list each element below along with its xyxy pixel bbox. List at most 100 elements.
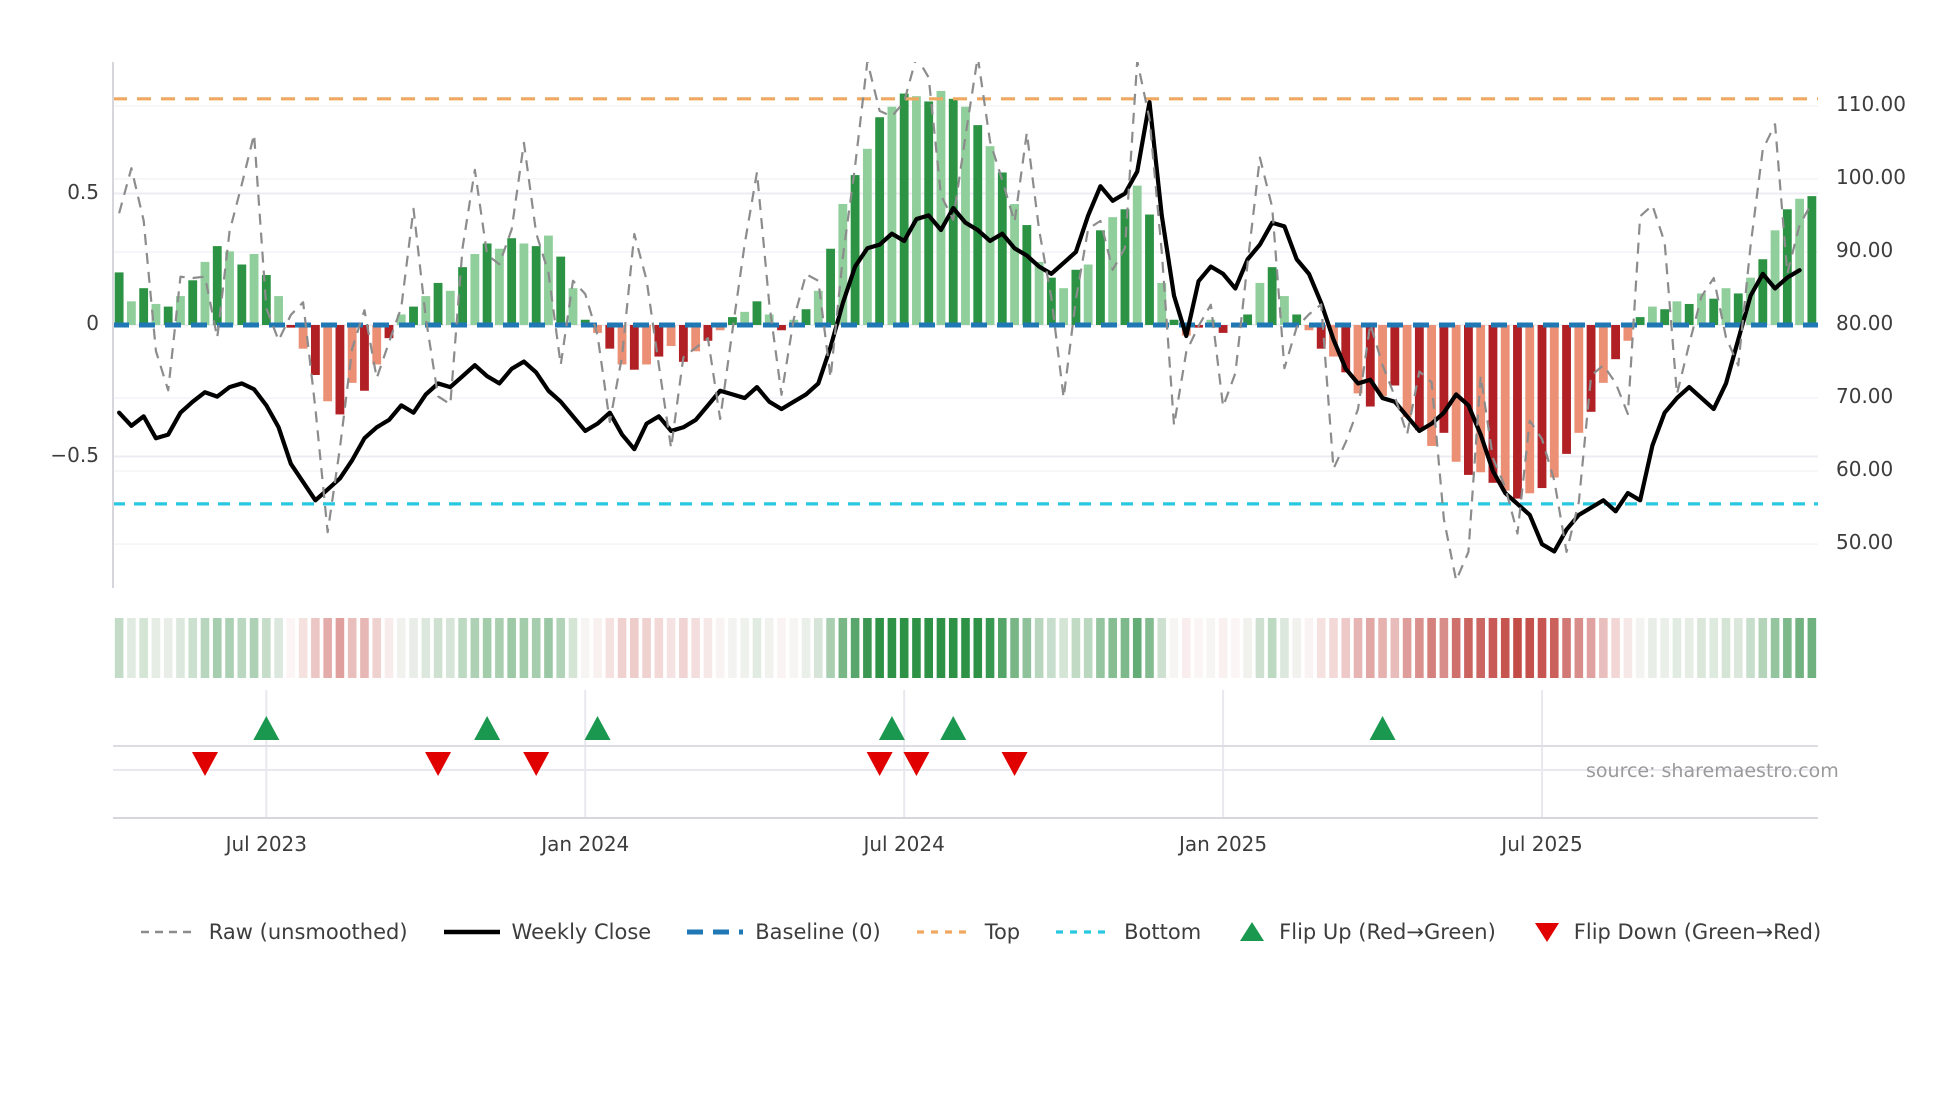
heatmap-cell-75: [1034, 618, 1044, 678]
heatmap-cell-84: [1145, 618, 1154, 678]
legend-item-flip-up-red-green[interactable]: Flip Up (Red→Green): [1235, 920, 1496, 944]
heatmap-cell-23: [396, 618, 406, 678]
heatmap-cell-95: [1280, 618, 1289, 678]
heatmap-cell-127: [1672, 618, 1682, 678]
heatmap-cell-79: [1083, 618, 1093, 678]
heatmap-cell-91: [1231, 618, 1240, 678]
flip-up-marker-5: [1369, 716, 1396, 740]
heatmap-cell-136: [1783, 618, 1792, 678]
right-tick-4: 70.00: [1836, 384, 1894, 409]
bar-60: [850, 175, 860, 325]
bar-112: [1488, 325, 1498, 483]
bar-57: [813, 290, 823, 325]
legend-item-raw-unsmoothed[interactable]: Raw (unsmoothed): [139, 920, 408, 944]
heatmap-cell-13: [274, 618, 283, 678]
bar-90: [1218, 325, 1228, 333]
bar-83: [1132, 185, 1142, 325]
heatmap-cell-106: [1415, 618, 1424, 678]
heatmap-cell-53: [764, 618, 774, 678]
bar-13: [274, 296, 284, 325]
bar-95: [1280, 296, 1289, 325]
bar-94: [1267, 267, 1277, 325]
legend-item-weekly-close[interactable]: Weekly Close: [442, 920, 651, 944]
bar-1: [126, 301, 136, 325]
legend-item-top[interactable]: Top: [915, 920, 1020, 944]
bar-81: [1108, 217, 1118, 325]
heatmap-cell-108: [1439, 618, 1449, 678]
right-tick-2: 90.00: [1836, 237, 1894, 262]
bar-120: [1586, 325, 1596, 412]
legend-label: Flip Down (Green→Red): [1573, 920, 1822, 944]
bar-97: [1304, 325, 1314, 331]
legend-item-flip-down-green-red[interactable]: Flip Down (Green→Red): [1530, 920, 1821, 944]
heatmap-cell-16: [311, 618, 320, 678]
heatmap-cell-36: [556, 618, 566, 678]
heatmap-cell-117: [1549, 618, 1559, 678]
heatmap-cell-82: [1120, 618, 1130, 678]
flip-up-marker-3: [878, 716, 905, 740]
x-tick-4: Jul 2025: [1501, 832, 1583, 856]
bar-47: [691, 325, 701, 352]
heatmap-cell-45: [666, 618, 676, 678]
heatmap-cell-129: [1697, 618, 1706, 678]
bar-64: [899, 93, 909, 325]
bar-16: [310, 325, 320, 375]
heatmap-cell-41: [617, 618, 627, 678]
bar-34: [531, 246, 541, 325]
heatmap-cell-93: [1255, 618, 1265, 678]
heatmap-cell-100: [1341, 618, 1351, 678]
heatmap-cell-101: [1353, 618, 1363, 678]
heatmap-cell-11: [249, 618, 259, 678]
heatmap-cell-67: [936, 618, 946, 678]
flip-down-marker-3: [866, 752, 893, 776]
bar-56: [801, 309, 811, 325]
bar-106: [1414, 325, 1424, 431]
heatmap-cell-137: [1795, 618, 1804, 678]
dotted-line-cyan-icon: [1056, 930, 1113, 934]
heatmap-cell-122: [1611, 618, 1620, 678]
heatmap-cell-48: [703, 618, 713, 678]
bar-101: [1353, 325, 1363, 394]
heatmap-cell-99: [1329, 618, 1338, 678]
heatmap-cell-103: [1378, 618, 1387, 678]
right-tick-5: 60.00: [1836, 457, 1894, 482]
heatmap-cell-128: [1684, 618, 1694, 678]
heatmap-cell-63: [887, 618, 897, 678]
bar-137: [1795, 198, 1805, 325]
heatmap-cell-43: [642, 618, 651, 678]
bar-123: [1623, 325, 1633, 341]
heatmap-cell-78: [1071, 618, 1081, 678]
bar-121: [1598, 325, 1608, 383]
heatmap-cell-89: [1206, 618, 1216, 678]
heatmap-cell-46: [679, 618, 688, 678]
bar-131: [1721, 288, 1731, 325]
heatmap-cell-25: [421, 618, 431, 678]
bar-46: [678, 325, 688, 362]
legend-label: Raw (unsmoothed): [208, 920, 408, 944]
heatmap-cell-5: [176, 618, 185, 678]
heatmap-cell-96: [1292, 618, 1301, 678]
heatmap-cell-116: [1537, 618, 1547, 678]
x-tick-1: Jan 2024: [541, 832, 630, 856]
flip-down-marker-4: [903, 752, 930, 776]
bar-52: [752, 301, 762, 325]
heatmap-cell-102: [1365, 618, 1375, 678]
legend-item-baseline-0[interactable]: Baseline (0): [685, 920, 881, 944]
heatmap-cell-20: [360, 618, 369, 678]
bar-58: [826, 248, 835, 325]
bar-74: [1022, 225, 1032, 325]
flip-down-marker-5: [1001, 752, 1028, 776]
heatmap-cell-135: [1770, 618, 1780, 678]
heatmap-cell-88: [1194, 618, 1203, 678]
bar-104: [1390, 325, 1400, 386]
heatmap-cell-58: [826, 618, 835, 678]
bar-130: [1709, 298, 1719, 325]
heatmap-cell-83: [1132, 618, 1142, 678]
bar-96: [1292, 314, 1302, 325]
bar-19: [347, 325, 357, 383]
legend-item-bottom[interactable]: Bottom: [1054, 920, 1201, 944]
bar-11: [249, 253, 259, 325]
heatmap-cell-64: [899, 618, 909, 678]
heatmap-cell-50: [728, 618, 737, 678]
